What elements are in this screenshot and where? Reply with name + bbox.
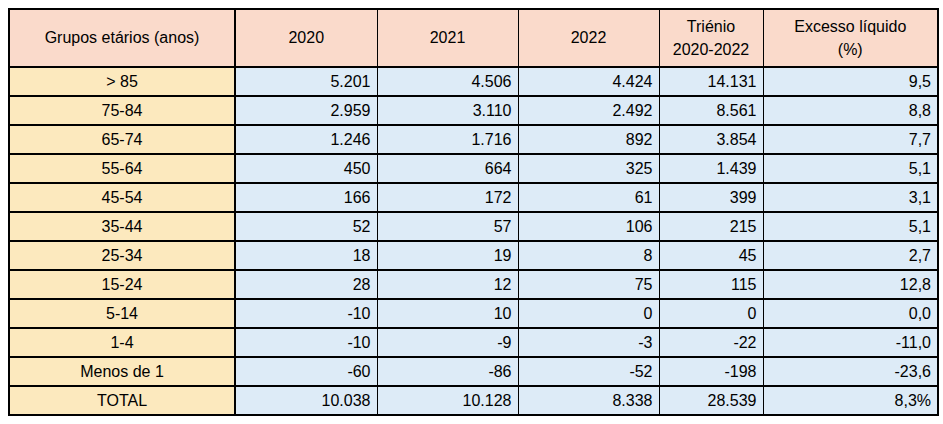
value-cell-trienio: 8.561	[659, 96, 763, 125]
value-cell-excesso: -11,0	[763, 328, 938, 357]
value-cell-2020: 18	[235, 241, 377, 270]
column-header-excesso-line2: (%)	[838, 41, 863, 58]
value-cell-2020: 28	[235, 270, 377, 299]
column-header-excesso-line1: Excesso líquido	[794, 18, 906, 35]
value-cell-2022: 0	[518, 299, 659, 328]
value-cell-2021: 10.128	[377, 386, 518, 415]
value-cell-2022: 8	[518, 241, 659, 270]
value-cell-excesso: 2,7	[763, 241, 938, 270]
value-cell-excesso: 5,1	[763, 212, 938, 241]
value-cell-trienio: 3.854	[659, 125, 763, 154]
value-cell-2021: 10	[377, 299, 518, 328]
value-cell-trienio: -22	[659, 328, 763, 357]
value-cell-2022: -3	[518, 328, 659, 357]
row-label-cell: 15-24	[9, 270, 235, 299]
value-cell-2021: 172	[377, 183, 518, 212]
row-label-cell: 45-54	[9, 183, 235, 212]
table-row-55-64: 55-64 450 664 325 1.439 5,1	[9, 154, 938, 183]
header-row: Grupos etários (anos) 2020 2021 2022 Tri…	[9, 9, 938, 67]
table-row-gt85: > 85 5.201 4.506 4.424 14.131 9,5	[9, 67, 938, 96]
value-cell-2021: 3.110	[377, 96, 518, 125]
row-label-cell: 5-14	[9, 299, 235, 328]
value-cell-2021: 57	[377, 212, 518, 241]
table-row-5-14: 5-14 -10 10 0 0 0,0	[9, 299, 938, 328]
value-cell-2020: -10	[235, 328, 377, 357]
value-cell-2022: 61	[518, 183, 659, 212]
table-row-45-54: 45-54 166 172 61 399 3,1	[9, 183, 938, 212]
age-mortality-table-container: Grupos etários (anos) 2020 2021 2022 Tri…	[8, 8, 939, 416]
row-label-cell: Menos de 1	[9, 357, 235, 386]
value-cell-trienio: 115	[659, 270, 763, 299]
column-header-2022: 2022	[518, 9, 659, 67]
value-cell-2022: 892	[518, 125, 659, 154]
row-label-cell: 1-4	[9, 328, 235, 357]
column-header-trienio-line1: Triénio	[687, 18, 735, 35]
value-cell-2022: 106	[518, 212, 659, 241]
table-row-1-4: 1-4 -10 -9 -3 -22 -11,0	[9, 328, 938, 357]
row-label-cell: 75-84	[9, 96, 235, 125]
row-label-cell: 55-64	[9, 154, 235, 183]
table-row-75-84: 75-84 2.959 3.110 2.492 8.561 8,8	[9, 96, 938, 125]
value-cell-excesso: 0,0	[763, 299, 938, 328]
value-cell-2021: 4.506	[377, 67, 518, 96]
value-cell-excesso: 5,1	[763, 154, 938, 183]
value-cell-excesso: 8,8	[763, 96, 938, 125]
value-cell-trienio: 1.439	[659, 154, 763, 183]
age-mortality-table: Grupos etários (anos) 2020 2021 2022 Tri…	[8, 8, 939, 416]
value-cell-trienio: 399	[659, 183, 763, 212]
value-cell-2022: -52	[518, 357, 659, 386]
value-cell-trienio: 14.131	[659, 67, 763, 96]
value-cell-2021: 19	[377, 241, 518, 270]
value-cell-excesso: 9,5	[763, 67, 938, 96]
value-cell-2020: 52	[235, 212, 377, 241]
row-label-cell: 35-44	[9, 212, 235, 241]
column-header-age-groups: Grupos etários (anos)	[9, 9, 235, 67]
row-label-cell: TOTAL	[9, 386, 235, 415]
column-header-2021: 2021	[377, 9, 518, 67]
value-cell-2022: 75	[518, 270, 659, 299]
value-cell-trienio: -198	[659, 357, 763, 386]
value-cell-2020: 1.246	[235, 125, 377, 154]
value-cell-2020: 166	[235, 183, 377, 212]
value-cell-excesso: 3,1	[763, 183, 938, 212]
column-header-excesso: Excesso líquido (%)	[763, 9, 938, 67]
value-cell-excesso: 12,8	[763, 270, 938, 299]
value-cell-excesso: -23,6	[763, 357, 938, 386]
value-cell-2020: 450	[235, 154, 377, 183]
value-cell-2022: 2.492	[518, 96, 659, 125]
value-cell-2020: -10	[235, 299, 377, 328]
row-label-cell: 25-34	[9, 241, 235, 270]
value-cell-trienio: 28.539	[659, 386, 763, 415]
row-label-cell: > 85	[9, 67, 235, 96]
table-row-15-24: 15-24 28 12 75 115 12,8	[9, 270, 938, 299]
value-cell-2020: 5.201	[235, 67, 377, 96]
value-cell-trienio: 45	[659, 241, 763, 270]
table-row-35-44: 35-44 52 57 106 215 5,1	[9, 212, 938, 241]
value-cell-2021: 664	[377, 154, 518, 183]
column-header-trienio: Triénio 2020-2022	[659, 9, 763, 67]
value-cell-excesso: 7,7	[763, 125, 938, 154]
value-cell-2022: 4.424	[518, 67, 659, 96]
value-cell-2021: 1.716	[377, 125, 518, 154]
table-row-25-34: 25-34 18 19 8 45 2,7	[9, 241, 938, 270]
table-row-menos-de-1: Menos de 1 -60 -86 -52 -198 -23,6	[9, 357, 938, 386]
table-row-total: TOTAL 10.038 10.128 8.338 28.539 8,3%	[9, 386, 938, 415]
table-row-65-74: 65-74 1.246 1.716 892 3.854 7,7	[9, 125, 938, 154]
value-cell-2021: -86	[377, 357, 518, 386]
value-cell-excesso: 8,3%	[763, 386, 938, 415]
value-cell-2022: 8.338	[518, 386, 659, 415]
column-header-2020: 2020	[235, 9, 377, 67]
value-cell-2022: 325	[518, 154, 659, 183]
value-cell-2020: 2.959	[235, 96, 377, 125]
value-cell-2020: -60	[235, 357, 377, 386]
value-cell-2021: 12	[377, 270, 518, 299]
row-label-cell: 65-74	[9, 125, 235, 154]
value-cell-2021: -9	[377, 328, 518, 357]
column-header-trienio-line2: 2020-2022	[673, 41, 750, 58]
value-cell-2020: 10.038	[235, 386, 377, 415]
value-cell-trienio: 215	[659, 212, 763, 241]
value-cell-trienio: 0	[659, 299, 763, 328]
